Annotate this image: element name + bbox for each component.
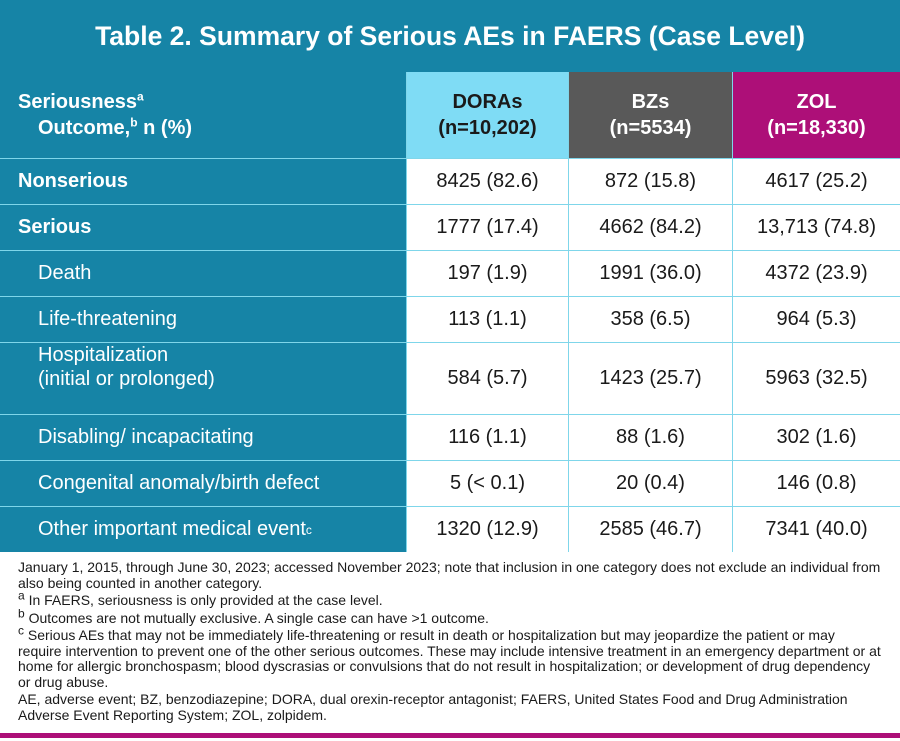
table-cell: 2585 (46.7): [568, 507, 732, 552]
footnote-a-mark: a: [18, 588, 25, 603]
table-cell: 7341 (40.0): [732, 507, 900, 552]
table-cell: 1423 (25.7): [568, 343, 732, 414]
footnote-mark-b: b: [130, 115, 138, 130]
table-row: Life-threatening 113 (1.1) 358 (6.5) 964…: [0, 296, 900, 342]
footnotes: January 1, 2015, through June 30, 2023; …: [0, 552, 900, 725]
table-row: Serious 1777 (17.4) 4662 (84.2) 13,713 (…: [0, 204, 900, 250]
row-label: Hospitalization (initial or prolonged): [0, 343, 406, 414]
row-label-line2: (initial or prolonged): [38, 368, 215, 390]
row-label: Congenital anomaly/birth defect: [0, 461, 406, 506]
header-doras-n: (n=10,202): [438, 117, 537, 139]
header-label-line1: Seriousnessa: [18, 89, 144, 115]
row-label: Serious: [0, 205, 406, 250]
table-cell: 872 (15.8): [568, 159, 732, 204]
table-row: Disabling/ incapacitating 116 (1.1) 88 (…: [0, 414, 900, 460]
footnote-c: c Serious AEs that may not be immediatel…: [18, 624, 882, 690]
table-cell: 4662 (84.2): [568, 205, 732, 250]
row-label: Nonserious: [0, 159, 406, 204]
footnote-b-mark: b: [18, 605, 25, 620]
row-label-text: Other important medical event: [38, 518, 306, 540]
header-n-pct: n (%): [137, 117, 193, 139]
table-cell: 584 (5.7): [406, 343, 568, 414]
header-seriousness: Seriousness: [18, 91, 137, 113]
table-cell: 20 (0.4): [568, 461, 732, 506]
table-cell: 197 (1.9): [406, 251, 568, 296]
footnote-c-mark: c: [18, 623, 24, 638]
table-cell: 8425 (82.6): [406, 159, 568, 204]
header-zol: ZOL (n=18,330): [732, 72, 900, 158]
footnote-abbreviations: AE, adverse event; BZ, benzodiazepine; D…: [18, 691, 848, 723]
row-label: Other important medical event c: [0, 507, 406, 552]
header-bzs: BZs (n=5534): [568, 72, 732, 158]
header-doras: DORAs (n=10,202): [406, 72, 568, 158]
table-cell: 1320 (12.9): [406, 507, 568, 552]
header-label: Seriousnessa Outcome,b n (%): [0, 72, 406, 158]
table-cell: 5963 (32.5): [732, 343, 900, 414]
footnote-a: a In FAERS, seriousness is only provided…: [18, 589, 882, 609]
footnote-dates: January 1, 2015, through June 30, 2023; …: [18, 559, 881, 591]
table-cell: 1991 (36.0): [568, 251, 732, 296]
table-row: Congenital anomaly/birth defect 5 (< 0.1…: [0, 460, 900, 506]
table-header-row: Seriousnessa Outcome,b n (%) DORAs (n=10…: [0, 72, 900, 158]
table-cell: 358 (6.5): [568, 297, 732, 342]
table-cell: 302 (1.6): [732, 415, 900, 460]
table-cell: 5 (< 0.1): [406, 461, 568, 506]
header-label-line2: Outcome,b n (%): [18, 115, 192, 141]
footnote-b: b Outcomes are not mutually exclusive. A…: [18, 607, 882, 627]
table-cell: 146 (0.8): [732, 461, 900, 506]
table-row: Death 197 (1.9) 1991 (36.0) 4372 (23.9): [0, 250, 900, 296]
header-doras-name: DORAs: [452, 91, 523, 113]
header-bzs-n: (n=5534): [609, 117, 692, 139]
row-label: Death: [0, 251, 406, 296]
table-row: Other important medical event c 1320 (12.…: [0, 506, 900, 552]
table-cell: 4617 (25.2): [732, 159, 900, 204]
row-label-line1: Hospitalization: [38, 344, 169, 366]
table-cell: 116 (1.1): [406, 415, 568, 460]
table-row: Nonserious 8425 (82.6) 872 (15.8) 4617 (…: [0, 158, 900, 204]
footnote-mark-a: a: [136, 89, 144, 104]
footnote-c-text: Serious AEs that may not be immediately …: [18, 627, 881, 690]
header-zol-name: ZOL: [796, 91, 837, 113]
table-cell: 1777 (17.4): [406, 205, 568, 250]
table-cell: 113 (1.1): [406, 297, 568, 342]
table-cell: 964 (5.3): [732, 297, 900, 342]
bottom-rule: [0, 733, 900, 738]
header-bzs-name: BZs: [631, 91, 670, 113]
row-label: Life-threatening: [0, 297, 406, 342]
summary-table: Seriousnessa Outcome,b n (%) DORAs (n=10…: [0, 72, 900, 552]
table-cell: 13,713 (74.8): [732, 205, 900, 250]
table-cell: 4372 (23.9): [732, 251, 900, 296]
table-cell: 88 (1.6): [568, 415, 732, 460]
header-outcome: Outcome,: [38, 117, 131, 139]
footnote-b-text: Outcomes are not mutually exclusive. A s…: [28, 609, 489, 626]
footnote-a-text: In FAERS, seriousness is only provided a…: [28, 592, 383, 608]
table-title: Table 2. Summary of Serious AEs in FAERS…: [0, 0, 900, 72]
row-label: Disabling/ incapacitating: [0, 415, 406, 460]
header-zol-n: (n=18,330): [767, 117, 866, 139]
table-row: Hospitalization (initial or prolonged) 5…: [0, 342, 900, 414]
